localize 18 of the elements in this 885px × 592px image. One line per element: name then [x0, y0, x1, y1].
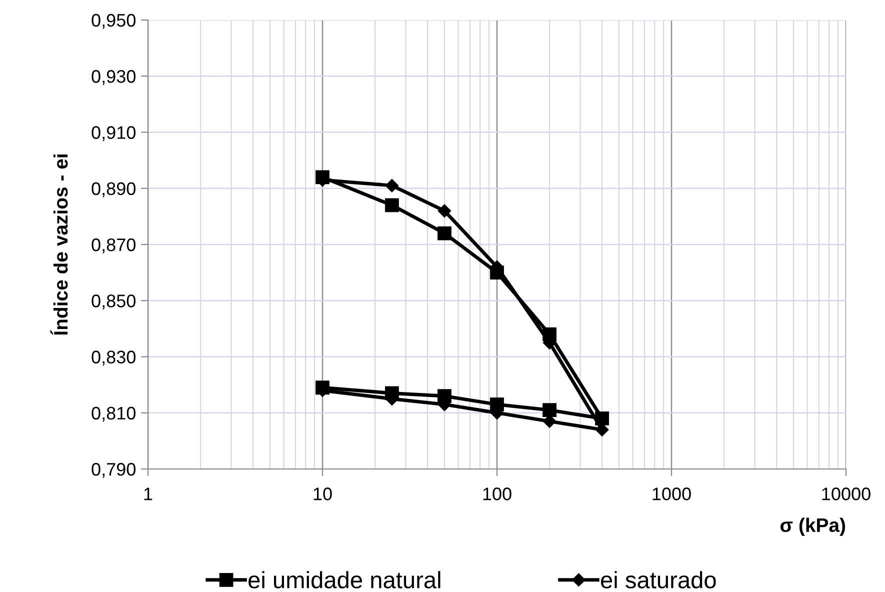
y-tick-label: 0,830 [92, 350, 136, 366]
y-tick-label: 0,930 [92, 70, 136, 85]
y-tick-label: 0,790 [92, 462, 136, 478]
y-tick-label: 0,810 [92, 406, 136, 422]
y-tick-label: 0,890 [92, 182, 136, 198]
legend-label: ei umidade natural [248, 571, 440, 588]
legend-label: ei saturado [600, 571, 716, 588]
y-axis-title: Índice de vazios - ei [50, 154, 68, 335]
y-tick-label: 0,950 [92, 14, 136, 29]
x-tick-label: 100 [483, 488, 512, 500]
x-tick-label: 10000 [822, 488, 870, 500]
y-tick-label: 0,850 [92, 294, 136, 310]
y-tick-label: 0,910 [92, 126, 136, 142]
x-axis-title: σ (kPa) [780, 518, 846, 536]
x-tick-label: 1000 [652, 488, 691, 500]
x-tick-label: 1 [144, 488, 152, 500]
y-tick-label: 0,870 [92, 238, 136, 254]
x-tick-label: 10 [314, 488, 332, 500]
